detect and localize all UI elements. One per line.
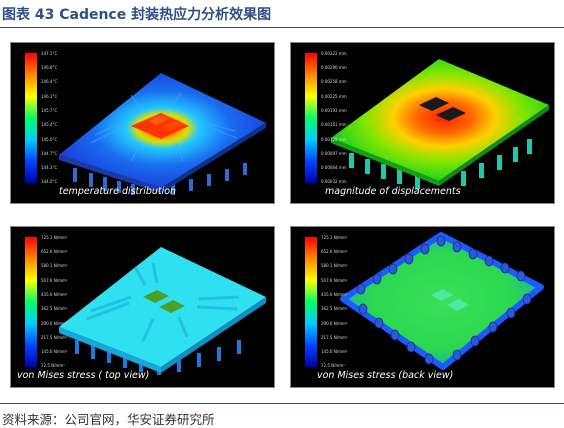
panel-caption: magnitude of displacements (325, 186, 461, 197)
legend-tick: 72.5 N/mm² (41, 363, 65, 368)
legend-tick: 435.0 N/mm² (41, 292, 68, 297)
legend-tick: 0.00322 mm (321, 51, 347, 56)
legend-tick: 72.5 N/mm² (321, 363, 345, 368)
stress-back-package-render (340, 232, 544, 370)
legend-tick: 145.4°C (41, 122, 58, 127)
legend-tick: 146.4°C (41, 79, 58, 84)
panel-caption: temperature distribution (59, 186, 177, 197)
source-note: 资料来源：公司官网，华安证券研究所 (2, 412, 215, 427)
temperature-distribution-panel: 147.1°C 146.8°C 146.4°C 146.1°C 145.7°C … (10, 42, 275, 204)
legend-tick: 145.0 N/mm² (41, 349, 68, 354)
legend-tick: 362.5 N/mm² (321, 306, 348, 311)
stress-top-view-panel: 725.1 N/mm² 652.6 N/mm² 580.1 N/mm² 507.… (10, 226, 275, 388)
legend-tick: 580.1 N/mm² (41, 263, 68, 268)
legend-tick: 0.00097 mm (321, 151, 347, 156)
legend-tick: 145.7°C (41, 108, 58, 113)
legend-tick: 217.5 N/mm² (41, 335, 68, 340)
temperature-package-render (59, 73, 266, 195)
stress-top-legend-bar (25, 237, 37, 367)
legend-tick: 507.6 N/mm² (321, 278, 348, 283)
legend-tick: 144.7°C (41, 151, 58, 156)
legend-tick: 144.3°C (41, 165, 58, 170)
legend-tick: 0.00064 mm (321, 165, 347, 170)
stress-back-legend-bar (305, 237, 317, 367)
legend-tick: 725.1 N/mm² (41, 235, 68, 240)
legend-tick: 147.1°C (41, 51, 58, 56)
legend-tick: 0.00032 mm (321, 179, 347, 184)
stress-top-package-render (59, 247, 266, 375)
legend-tick: 0.00290 mm (321, 65, 347, 70)
legend-tick: 145.0 N/mm² (321, 349, 348, 354)
legend-tick: 0.00161 mm (321, 122, 347, 127)
panel-caption: von Mises stress (back view) (317, 370, 454, 381)
legend-tick: 146.1°C (41, 94, 58, 99)
displacement-package-render (331, 59, 549, 189)
legend-tick: 652.6 N/mm² (41, 249, 68, 254)
legend-tick: 652.6 N/mm² (321, 249, 348, 254)
legend-tick: 0.00225 mm (321, 94, 347, 99)
legend-tick: 217.5 N/mm² (321, 335, 348, 340)
legend-tick: 0.00258 mm (321, 79, 347, 84)
legend-tick: 290.0 N/mm² (321, 321, 348, 326)
page-title: 图表 43 Cadence 封装热应力分析效果图 (2, 7, 272, 23)
page-header: 图表 43 Cadence 封装热应力分析效果图 (0, 0, 564, 26)
panel-caption: von Mises stress ( top view) (17, 370, 150, 381)
legend-tick: 435.0 N/mm² (321, 292, 348, 297)
legend-tick: 0.00193 mm (321, 108, 347, 113)
legend-tick: 507.6 N/mm² (41, 278, 68, 283)
legend-tick: 580.1 N/mm² (321, 263, 348, 268)
legend-tick: 144.0°C (41, 179, 58, 184)
temperature-legend-bar (25, 53, 37, 183)
legend-tick: 145.0°C (41, 137, 58, 142)
displacement-legend-bar (305, 53, 317, 183)
legend-tick: 0.00129 mm (321, 137, 347, 142)
legend-tick: 362.5 N/mm² (41, 306, 68, 311)
stress-back-view-panel: 725.1 N/mm² 652.6 N/mm² 580.1 N/mm² 507.… (290, 226, 555, 388)
footer-rule (0, 403, 564, 404)
legend-tick: 725.1 N/mm² (321, 235, 348, 240)
displacement-panel: 0.00322 mm 0.00290 mm 0.00258 mm 0.00225… (290, 42, 555, 204)
header-rule (0, 27, 564, 28)
legend-tick: 146.8°C (41, 65, 58, 70)
legend-tick: 290.0 N/mm² (41, 321, 68, 326)
